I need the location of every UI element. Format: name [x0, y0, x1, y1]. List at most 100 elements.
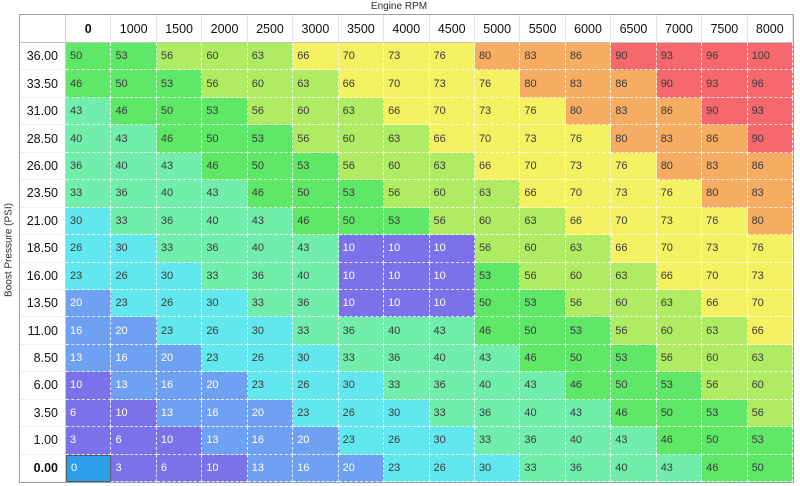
table-cell[interactable]: 80: [656, 152, 703, 181]
table-cell[interactable]: 10: [338, 262, 385, 290]
table-cell[interactable]: 66: [338, 70, 385, 98]
table-cell[interactable]: 16: [247, 427, 294, 455]
table-cell[interactable]: 76: [702, 207, 748, 236]
table-cell[interactable]: 80: [474, 43, 521, 71]
table-cell[interactable]: 33: [66, 180, 112, 208]
table-cell[interactable]: 76: [429, 43, 475, 71]
table-cell[interactable]: 23: [202, 344, 248, 373]
table-cell[interactable]: 23: [293, 399, 339, 428]
row-header[interactable]: 23.50: [20, 180, 66, 208]
table-cell[interactable]: 40: [611, 454, 657, 482]
table-cell[interactable]: 6: [66, 399, 112, 428]
col-header[interactable]: 5000: [474, 15, 521, 43]
table-cell[interactable]: 50: [474, 289, 521, 318]
table-cell[interactable]: 83: [656, 125, 703, 153]
table-cell[interactable]: 50: [702, 427, 748, 455]
table-cell[interactable]: 73: [611, 180, 657, 208]
table-cell[interactable]: 56: [565, 289, 612, 318]
table-cell[interactable]: 33: [338, 344, 385, 373]
table-cell[interactable]: 36: [293, 289, 339, 318]
row-header[interactable]: 13.50: [20, 289, 66, 318]
table-cell[interactable]: 66: [474, 152, 521, 181]
table-cell[interactable]: 50: [111, 70, 157, 98]
table-cell[interactable]: 26: [384, 427, 430, 455]
table-cell[interactable]: 3: [111, 454, 157, 482]
table-cell[interactable]: 90: [611, 43, 657, 71]
table-cell[interactable]: 60: [611, 289, 657, 318]
table-cell[interactable]: 66: [384, 97, 430, 126]
table-cell[interactable]: 66: [611, 235, 657, 263]
table-cell[interactable]: 53: [611, 344, 657, 373]
table-cell[interactable]: 90: [747, 125, 793, 153]
table-cell[interactable]: 96: [747, 70, 793, 98]
table-cell[interactable]: 60: [747, 372, 793, 400]
col-header[interactable]: 0: [66, 15, 112, 43]
table-cell[interactable]: 56: [202, 70, 248, 98]
table-cell[interactable]: 40: [429, 344, 475, 373]
table-cell[interactable]: 30: [202, 289, 248, 318]
table-cell[interactable]: 70: [702, 262, 748, 290]
table-cell[interactable]: 80: [565, 97, 612, 126]
table-cell[interactable]: 50: [338, 207, 385, 236]
table-cell[interactable]: 36: [338, 317, 385, 345]
table-cell[interactable]: 53: [384, 207, 430, 236]
table-cell[interactable]: 30: [429, 427, 475, 455]
table-cell[interactable]: 23: [111, 289, 157, 318]
table-cell[interactable]: 86: [702, 125, 748, 153]
table-cell[interactable]: 43: [611, 427, 657, 455]
row-header[interactable]: 33.50: [20, 70, 66, 98]
row-header[interactable]: 3.50: [20, 399, 66, 428]
table-cell[interactable]: 23: [156, 317, 203, 345]
table-cell[interactable]: 33: [520, 454, 566, 482]
table-cell[interactable]: 53: [202, 97, 248, 126]
table-cell[interactable]: 56: [474, 235, 521, 263]
table-cell[interactable]: 80: [702, 180, 748, 208]
table-cell[interactable]: 56: [520, 262, 566, 290]
table-cell[interactable]: 26: [429, 454, 475, 482]
table-cell[interactable]: 36: [202, 235, 248, 263]
table-cell[interactable]: 30: [293, 344, 339, 373]
table-cell[interactable]: 16: [293, 454, 339, 482]
table-cell[interactable]: 26: [293, 372, 339, 400]
table-cell[interactable]: 26: [111, 262, 157, 290]
table-cell[interactable]: 46: [702, 454, 748, 482]
table-cell[interactable]: 90: [702, 97, 748, 126]
table-cell[interactable]: 46: [656, 427, 703, 455]
col-header[interactable]: 3000: [293, 15, 339, 43]
table-cell[interactable]: 43: [202, 180, 248, 208]
table-cell[interactable]: 53: [293, 152, 339, 181]
table-cell[interactable]: 56: [156, 43, 203, 71]
table-cell[interactable]: 16: [66, 317, 112, 345]
table-cell[interactable]: 23: [247, 372, 294, 400]
table-cell[interactable]: 63: [747, 344, 793, 373]
table-cell[interactable]: 43: [66, 97, 112, 126]
table-cell[interactable]: 30: [474, 454, 521, 482]
table-cell[interactable]: 56: [702, 372, 748, 400]
table-cell[interactable]: 60: [247, 70, 294, 98]
table-cell[interactable]: 50: [66, 43, 112, 71]
table-cell[interactable]: 40: [247, 235, 294, 263]
table-cell[interactable]: 56: [247, 97, 294, 126]
table-cell[interactable]: 43: [247, 207, 294, 236]
table-cell[interactable]: 26: [156, 289, 203, 318]
table-cell[interactable]: 43: [474, 344, 521, 373]
table-cell[interactable]: 46: [474, 317, 521, 345]
table-cell[interactable]: 46: [247, 180, 294, 208]
table-cell[interactable]: 63: [474, 180, 521, 208]
table-cell[interactable]: 60: [384, 152, 430, 181]
row-header[interactable]: 18.50: [20, 235, 66, 263]
col-header[interactable]: 5500: [520, 15, 566, 43]
table-cell[interactable]: 50: [656, 399, 703, 428]
table-cell[interactable]: 43: [565, 399, 612, 428]
table-cell[interactable]: 36: [247, 262, 294, 290]
table-cell[interactable]: 33: [429, 399, 475, 428]
table-cell[interactable]: 63: [656, 289, 703, 318]
table-cell[interactable]: 23: [338, 427, 385, 455]
table-cell[interactable]: 73: [702, 235, 748, 263]
row-header[interactable]: 36.00: [20, 43, 66, 71]
table-cell[interactable]: 73: [565, 152, 612, 181]
table-cell[interactable]: 33: [474, 427, 521, 455]
table-cell[interactable]: 56: [429, 207, 475, 236]
table-cell[interactable]: 46: [293, 207, 339, 236]
table-cell[interactable]: 73: [429, 70, 475, 98]
